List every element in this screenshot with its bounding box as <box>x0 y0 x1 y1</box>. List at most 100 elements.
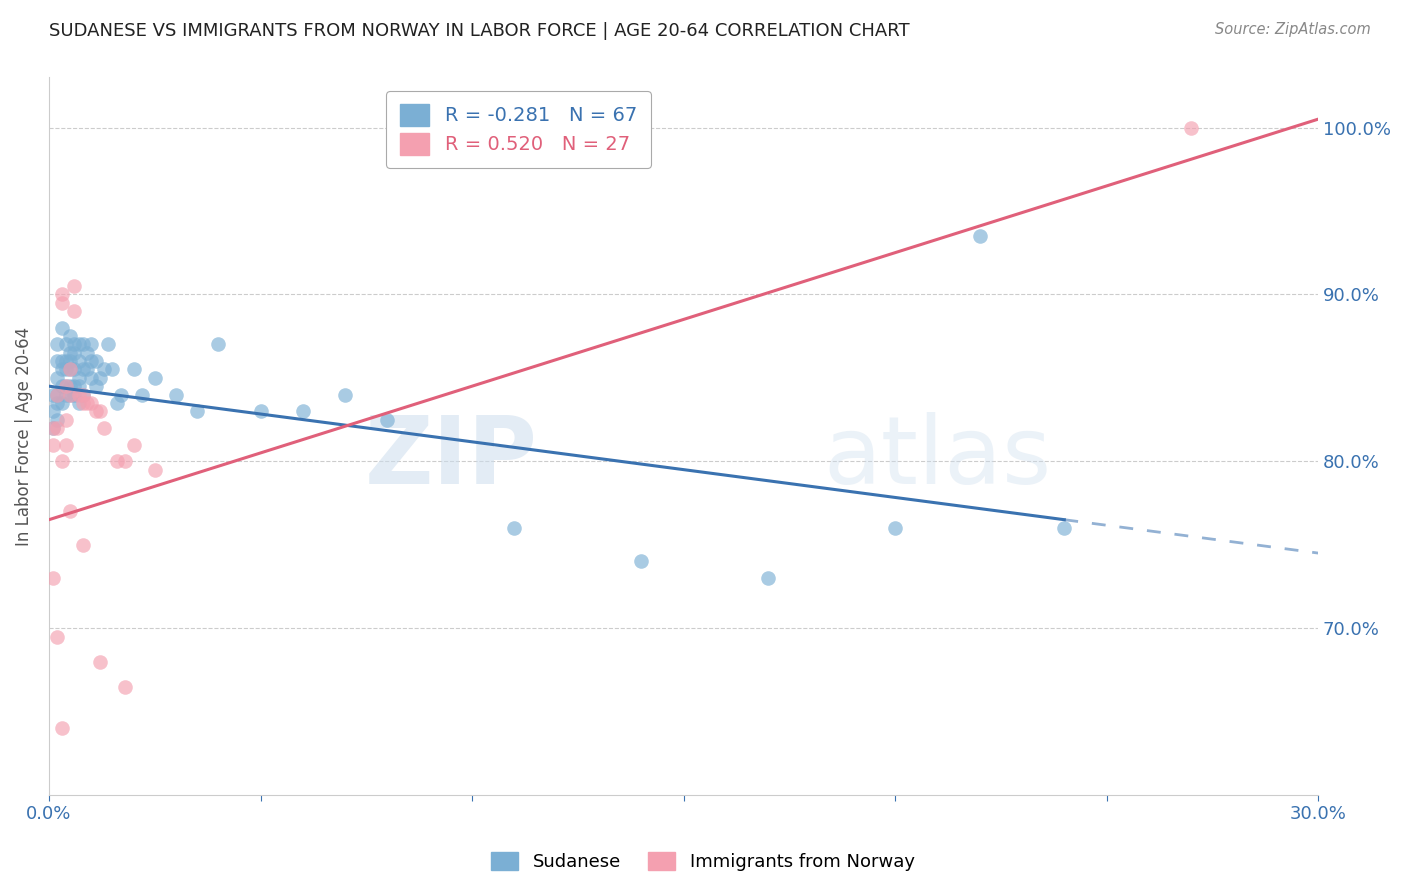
Point <box>51 295 73 310</box>
Point <box>51 379 73 393</box>
Point <box>93 362 115 376</box>
Point <box>46 412 69 426</box>
Point <box>72 538 94 552</box>
Point <box>63 387 86 401</box>
Point <box>42 421 65 435</box>
Point <box>51 362 73 376</box>
Point <box>72 362 94 376</box>
Point <box>46 396 69 410</box>
Point <box>1180 120 1202 135</box>
Y-axis label: In Labor Force | Age 20-64: In Labor Force | Age 20-64 <box>15 326 32 546</box>
Point <box>67 387 90 401</box>
Point <box>42 404 65 418</box>
Point <box>72 387 94 401</box>
Point <box>80 354 103 368</box>
Point <box>377 412 399 426</box>
Point <box>55 362 77 376</box>
Point <box>59 354 82 368</box>
Point <box>291 404 314 418</box>
Point <box>46 371 69 385</box>
Point <box>59 362 82 376</box>
Point <box>122 437 145 451</box>
Point <box>42 421 65 435</box>
Point <box>143 371 166 385</box>
Point <box>46 387 69 401</box>
Point <box>59 504 82 518</box>
Point <box>46 421 69 435</box>
Point <box>51 721 73 735</box>
Point <box>1053 521 1076 535</box>
Point <box>67 379 90 393</box>
Point <box>101 362 124 376</box>
Point <box>80 337 103 351</box>
Point <box>630 554 652 568</box>
Point <box>105 454 128 468</box>
Point <box>46 354 69 368</box>
Point <box>84 404 107 418</box>
Point <box>89 371 111 385</box>
Point <box>42 437 65 451</box>
Text: ZIP: ZIP <box>364 412 537 504</box>
Point <box>59 346 82 360</box>
Legend: R = -0.281   N = 67, R = 0.520   N = 27: R = -0.281 N = 67, R = 0.520 N = 27 <box>387 91 651 168</box>
Point <box>97 337 120 351</box>
Point <box>59 379 82 393</box>
Point <box>55 379 77 393</box>
Point <box>884 521 907 535</box>
Point <box>63 362 86 376</box>
Point <box>67 371 90 385</box>
Point <box>72 387 94 401</box>
Point <box>67 337 90 351</box>
Point <box>51 396 73 410</box>
Legend: Sudanese, Immigrants from Norway: Sudanese, Immigrants from Norway <box>484 845 922 879</box>
Point <box>67 354 90 368</box>
Point <box>63 279 86 293</box>
Point <box>42 387 65 401</box>
Point <box>84 379 107 393</box>
Point <box>89 655 111 669</box>
Point <box>333 387 356 401</box>
Point <box>51 287 73 301</box>
Point <box>165 387 187 401</box>
Point <box>76 362 98 376</box>
Point <box>84 354 107 368</box>
Point <box>67 396 90 410</box>
Point <box>55 412 77 426</box>
Point <box>131 387 153 401</box>
Point <box>59 362 82 376</box>
Point <box>105 396 128 410</box>
Point <box>969 229 991 244</box>
Point <box>63 337 86 351</box>
Point <box>756 571 779 585</box>
Point <box>114 454 136 468</box>
Point <box>76 396 98 410</box>
Text: SUDANESE VS IMMIGRANTS FROM NORWAY IN LABOR FORCE | AGE 20-64 CORRELATION CHART: SUDANESE VS IMMIGRANTS FROM NORWAY IN LA… <box>49 22 910 40</box>
Point <box>503 521 526 535</box>
Point <box>51 454 73 468</box>
Point <box>114 680 136 694</box>
Point <box>93 421 115 435</box>
Point <box>89 404 111 418</box>
Point <box>55 354 77 368</box>
Point <box>51 354 73 368</box>
Point <box>63 379 86 393</box>
Point <box>51 320 73 334</box>
Point <box>143 462 166 476</box>
Point <box>59 387 82 401</box>
Point <box>55 379 77 393</box>
Point <box>55 387 77 401</box>
Point <box>110 387 132 401</box>
Point <box>76 346 98 360</box>
Point <box>80 396 103 410</box>
Point <box>207 337 229 351</box>
Point <box>63 304 86 318</box>
Point <box>122 362 145 376</box>
Point <box>46 337 69 351</box>
Point <box>55 437 77 451</box>
Point <box>63 346 86 360</box>
Point <box>59 329 82 343</box>
Point <box>72 396 94 410</box>
Point <box>42 571 65 585</box>
Point <box>186 404 208 418</box>
Text: atlas: atlas <box>823 412 1052 504</box>
